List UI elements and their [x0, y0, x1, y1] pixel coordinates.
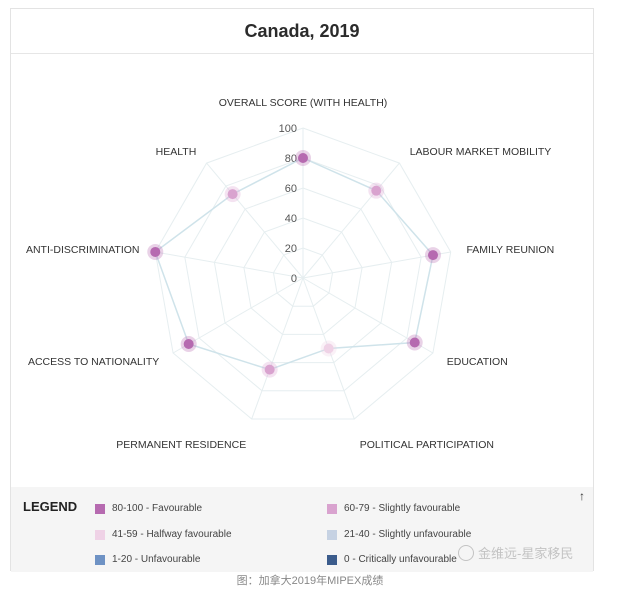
legend-item: 41-59 - Halfway favourable [95, 529, 232, 540]
grid-ring [272, 247, 334, 307]
chart-title: Canada, 2019 [244, 20, 360, 41]
legend-item: 21-40 - Slightly unfavourable [327, 529, 471, 540]
legend-swatch [327, 529, 337, 540]
grid-spoke [206, 162, 304, 279]
data-series-line [154, 157, 434, 371]
tick-label: 60 [285, 183, 297, 195]
legend-swatch [327, 503, 337, 514]
legend-label: 0 - Critically unfavourable [344, 554, 457, 565]
legend-label: 60-79 - Slightly favourable [344, 503, 461, 514]
legend-item: 60-79 - Slightly favourable [327, 503, 460, 514]
tick-label: 100 [279, 123, 297, 135]
category-label: POLITICAL PARTICIPATION [360, 439, 494, 451]
grid-ring [184, 157, 422, 392]
legend-panel: LEGEND ↑ 80-100 - Favourable 60-79 - Sli… [11, 487, 593, 572]
tick-label: 40 [285, 213, 297, 225]
category-label: OVERALL SCORE (WITH HEALTH) [219, 97, 388, 109]
legend-label: 1-20 - Unfavourable [112, 554, 201, 565]
grid-ring [154, 127, 452, 420]
category-label: PERMANENT RESIDENCE [116, 439, 246, 451]
grid-ring [213, 187, 393, 364]
grid-spoke [155, 251, 304, 279]
tick-label: 20 [285, 243, 297, 255]
grid-spoke [302, 251, 451, 279]
grid-spoke [302, 162, 400, 279]
legend-item: 1-20 - Unfavourable [95, 554, 200, 565]
legend-swatch [95, 503, 105, 514]
chart-card: Canada, 2019 0 20 40 60 80 100 OVERALL SCORE (… [10, 8, 594, 572]
category-label: ACCESS TO NATIONALITY [28, 356, 159, 368]
legend-label: 21-40 - Slightly unfavourable [344, 529, 472, 540]
data-point [371, 185, 382, 196]
grid-ring [243, 217, 363, 335]
tick-label: 0 [291, 273, 297, 285]
data-point [409, 337, 420, 348]
category-label: FAMILY REUNION [466, 244, 554, 256]
figure-caption: 图：加拿大2019年MIPEX成绩 [236, 575, 384, 587]
legend-item: 0 - Critically unfavourable [327, 554, 457, 565]
legend-swatch [95, 529, 105, 540]
watermark: 金维远-星家移民 [458, 543, 573, 562]
legend-label: 41-59 - Halfway favourable [112, 529, 232, 540]
category-label: EDUCATION [447, 356, 508, 368]
watermark-text: 金维远-星家移民 [478, 546, 574, 561]
watermark-icon [458, 544, 474, 561]
title-bar: Canada, 2019 [11, 9, 593, 54]
legend-swatch [95, 554, 105, 565]
data-point [427, 250, 438, 261]
category-label: LABOUR MARKET MOBILITY [410, 146, 552, 158]
data-point [264, 364, 275, 375]
data-point [150, 246, 161, 257]
arrow-up-icon[interactable]: ↑ [579, 489, 585, 503]
grid-spoke [172, 277, 304, 354]
category-label: HEALTH [156, 146, 197, 158]
data-point [298, 153, 308, 163]
category-label: ANTI-DISCRIMINATION [26, 244, 140, 256]
legend-item: 80-100 - Favourable [95, 503, 202, 514]
legend-title: LEGEND [23, 499, 78, 514]
data-point [323, 343, 334, 354]
legend-label: 80-100 - Favourable [112, 503, 203, 514]
data-point [183, 339, 194, 349]
grid-spoke [251, 277, 304, 420]
legend-swatch [327, 554, 337, 565]
data-point [227, 189, 238, 200]
